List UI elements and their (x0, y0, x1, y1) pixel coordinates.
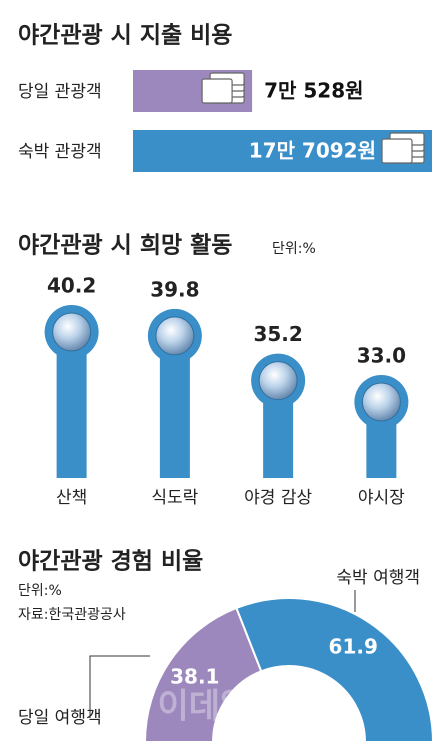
category-label: 식도락 (151, 488, 198, 508)
category-label: 야경 감상 (244, 488, 312, 508)
unit-label: 단위:% (272, 241, 316, 257)
source: 자료:한국관광공사 (18, 607, 126, 623)
chart-title: 야간관광 시 희망 활동 (18, 233, 232, 259)
value-label: 33.0 (357, 344, 406, 368)
leader-line (89, 655, 150, 718)
value-label: 38.1 (170, 664, 219, 688)
marker-inner (361, 382, 401, 422)
value-label: 40.2 (47, 274, 96, 298)
value-label: 7만 528원 (264, 79, 363, 103)
category-label: 당일 관광객 (18, 82, 102, 102)
money-icon (201, 78, 233, 104)
unit-label: 단위:% (18, 583, 62, 599)
marker-inner (258, 361, 298, 401)
marker-inner (52, 312, 92, 352)
donut-segment (143, 606, 263, 743)
donut-segment (235, 597, 433, 743)
category-label: 산책 (56, 488, 87, 508)
category-label: 숙박 관광객 (18, 142, 102, 162)
chart-title: 야간관광 경험 비율 (18, 549, 203, 575)
marker-inner (155, 316, 195, 356)
category-label: 당일 여행객 (18, 708, 102, 728)
watermark: 이데일리 (157, 687, 282, 727)
value-label: 17만 7092원 (249, 139, 376, 163)
chart-title: 야간관광 시 지출 비용 (18, 23, 232, 49)
value-label: 61.9 (329, 634, 378, 658)
category-label: 야시장 (358, 488, 405, 508)
value-label: 35.2 (253, 322, 302, 346)
value-label: 39.8 (150, 277, 199, 301)
category-label: 숙박 여행객 (336, 568, 420, 588)
money-icon (381, 138, 413, 164)
